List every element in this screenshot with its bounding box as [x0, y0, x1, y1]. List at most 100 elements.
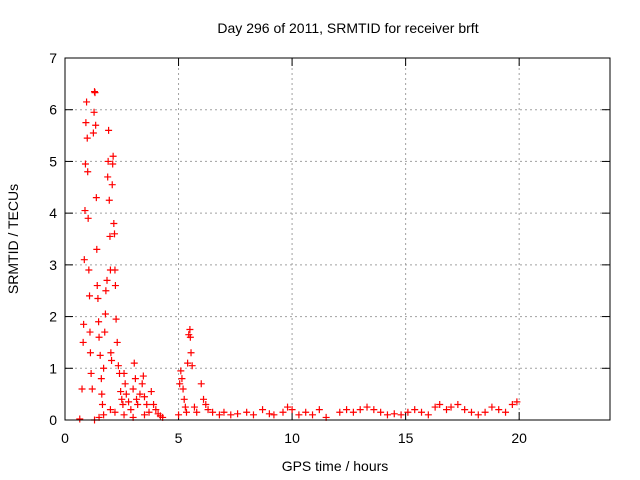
data-point [288, 406, 296, 414]
data-point [84, 168, 92, 176]
data-point [109, 152, 117, 160]
data-point [106, 232, 114, 240]
data-point [315, 406, 323, 414]
data-point [83, 98, 91, 106]
data-point [284, 403, 292, 411]
x-tick-label: 0 [61, 430, 69, 446]
data-point [431, 403, 439, 411]
data-point [184, 359, 192, 367]
data-point [467, 408, 475, 416]
data-point [107, 349, 115, 357]
data-point [96, 351, 104, 359]
tick-labels: 0 1 2 3 4 5 6 7 0 5 10 15 20 [49, 50, 527, 446]
data-point [234, 410, 242, 418]
data-point [193, 408, 201, 416]
data-point [88, 385, 96, 393]
data-point [104, 157, 112, 165]
data-point [508, 400, 516, 408]
data-point [138, 380, 146, 388]
y-tick-label: 2 [49, 309, 57, 325]
data-point [112, 315, 120, 323]
data-point [120, 369, 128, 377]
data-point [113, 338, 121, 346]
data-point [243, 408, 251, 416]
data-point [178, 375, 186, 383]
data-point [188, 362, 196, 370]
data-point [104, 173, 112, 181]
data-point [87, 369, 95, 377]
y-axis-label: SRMTID / TECUs [5, 184, 21, 294]
y-tick-label: 5 [49, 153, 57, 169]
data-point [118, 395, 126, 403]
data-point [209, 408, 217, 416]
data-point [140, 393, 148, 401]
data-point [454, 400, 462, 408]
data-point [119, 400, 127, 408]
data-point [129, 385, 137, 393]
data-point [136, 390, 144, 398]
data-point [418, 408, 426, 416]
data-point [202, 400, 210, 408]
x-tick-label: 20 [511, 430, 527, 446]
data-point [131, 375, 139, 383]
data-point [101, 310, 109, 318]
grid-lines [65, 58, 610, 420]
data-point [101, 328, 109, 336]
data-point [370, 406, 378, 414]
data-point [145, 408, 153, 416]
data-point [249, 411, 257, 419]
data-point [143, 400, 151, 408]
plot-frame [64, 57, 611, 421]
data-point [103, 276, 111, 284]
data-point [98, 400, 106, 408]
data-point [502, 408, 510, 416]
data-point [182, 408, 190, 416]
data-point [349, 408, 357, 416]
data-point [109, 160, 117, 168]
data-points [76, 88, 521, 424]
chart-title: Day 296 of 2011, SRMTID for receiver brf… [217, 20, 478, 36]
data-point [81, 207, 89, 215]
data-point [147, 388, 155, 396]
data-point [102, 287, 110, 295]
data-point [134, 400, 142, 408]
data-point [111, 230, 119, 238]
data-point [100, 411, 108, 419]
data-point [295, 411, 303, 419]
data-point [97, 375, 105, 383]
y-tick-label: 7 [49, 50, 57, 66]
data-point [186, 326, 194, 333]
data-point [121, 380, 129, 388]
data-point [383, 411, 391, 419]
data-point [120, 411, 128, 419]
data-point [461, 406, 469, 414]
data-point [187, 349, 195, 357]
data-point [83, 134, 91, 142]
x-tick-label: 10 [284, 430, 300, 446]
data-point [474, 411, 482, 419]
data-point [130, 359, 138, 367]
y-tick-label: 6 [49, 102, 57, 118]
data-point [227, 411, 235, 419]
y-tick-label: 0 [49, 412, 57, 428]
data-point [180, 395, 188, 403]
data-point [377, 408, 385, 416]
data-point [265, 410, 273, 418]
data-point [106, 406, 114, 414]
data-point [309, 411, 317, 419]
data-point [390, 410, 398, 418]
data-point [220, 408, 228, 416]
data-point [495, 406, 503, 414]
data-point [110, 219, 118, 227]
data-point [302, 408, 310, 416]
data-point [93, 245, 101, 253]
data-point [176, 380, 184, 388]
data-point [152, 406, 160, 414]
data-point [89, 129, 97, 137]
data-point [86, 349, 94, 357]
data-point [343, 406, 351, 414]
data-point [443, 406, 450, 414]
data-point [270, 411, 278, 419]
data-point [175, 411, 183, 419]
